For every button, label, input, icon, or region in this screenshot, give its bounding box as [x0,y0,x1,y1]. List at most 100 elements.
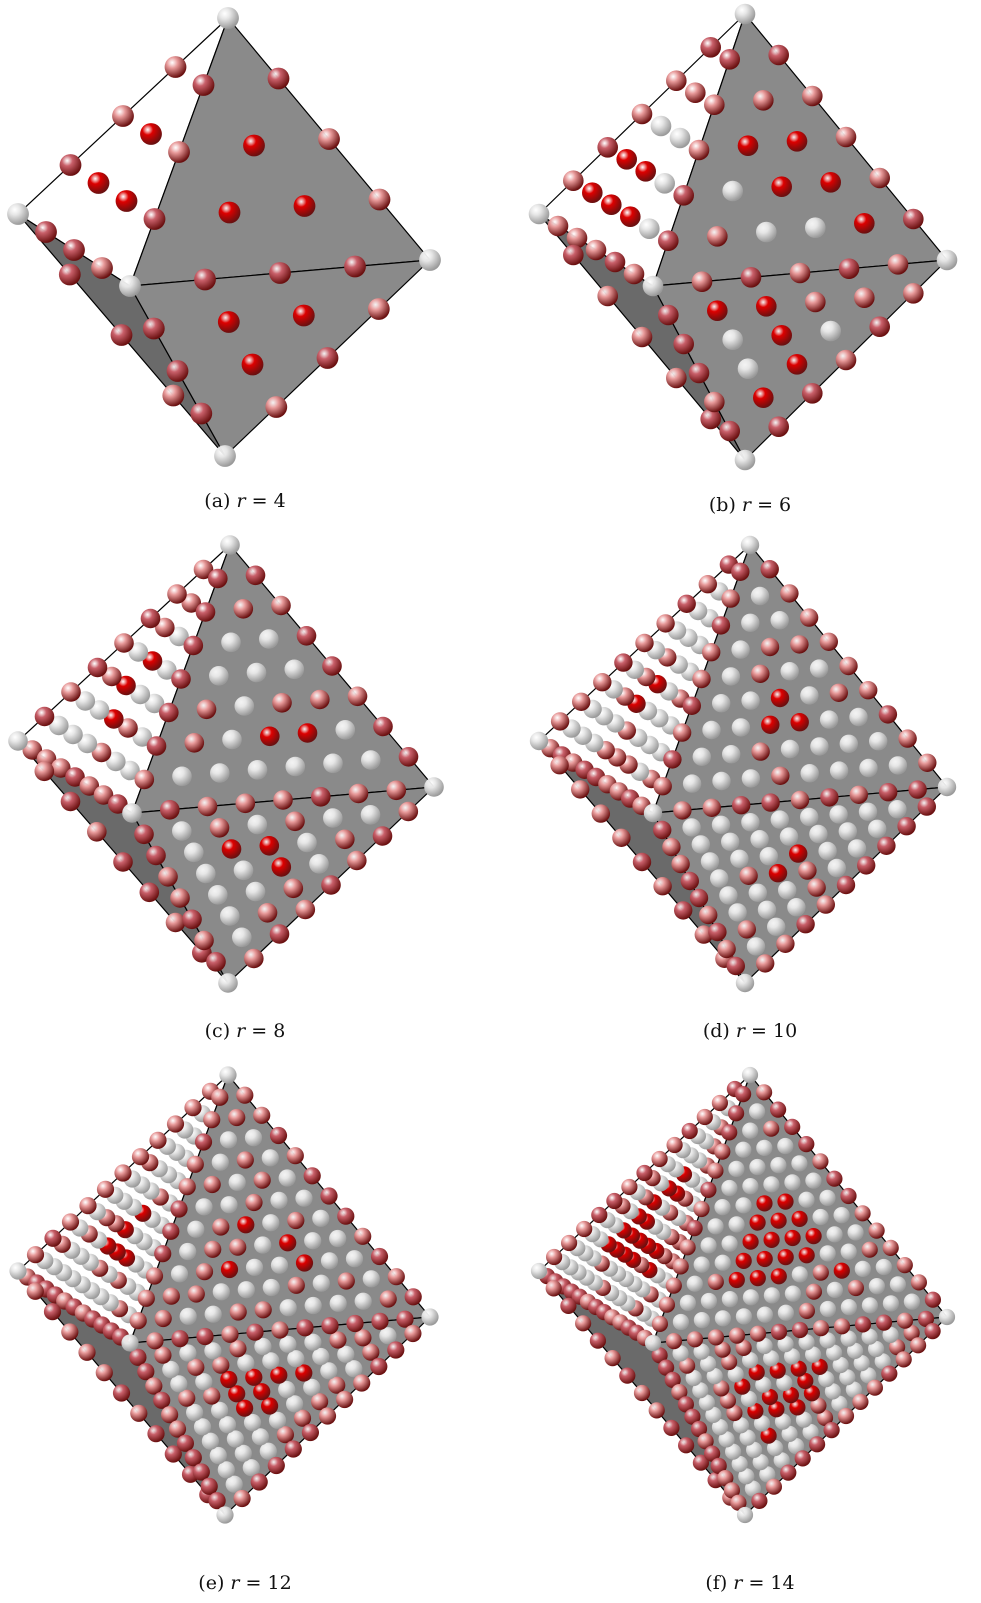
sphere-edge [398,801,419,822]
sphere-edge [619,1367,636,1384]
sphere-upper-left [63,724,83,745]
sphere-upper-right [279,1299,297,1317]
sphere-lower-right [726,1404,743,1422]
sphere-upper-right [335,720,356,740]
sphere-edge [656,614,675,633]
sphere-upper-right [310,689,330,710]
panel-d: (d) r = 10 [505,535,981,1069]
sphere-upper-right [826,1281,843,1298]
octahedron-figure-f [530,1066,956,1524]
sphere-vertex [218,973,238,993]
sphere-edge [710,1457,727,1474]
sphere-upper-right [712,694,731,713]
sphere-edge [206,952,226,972]
caption-c-value: 8 [273,1020,286,1042]
sphere-lower-right [741,813,760,832]
sphere-edge [684,1408,701,1425]
sphere-lower-right [278,1380,296,1399]
sphere-upper-left [635,161,656,182]
sphere-edge [697,1433,714,1450]
sphere-upper-right [756,1306,773,1323]
sphere-edge [139,882,160,903]
sphere-lower-right [840,1330,857,1347]
sphere-edge [589,1332,606,1349]
sphere-edge [849,785,868,804]
caption-f-label: (f) [705,1572,728,1594]
caption-e-var: r [230,1572,240,1594]
sphere-lower-right [805,291,826,313]
sphere-lower-right [757,900,777,919]
sphere-upper-right [187,1220,205,1238]
sphere-vertex [9,1262,27,1280]
sphere-edge [681,1122,698,1140]
sphere-edge [168,1420,187,1438]
sphere-edge [368,188,391,211]
sphere-edge [211,1088,229,1106]
sphere-upper-right [329,1294,347,1312]
sphere-edge [269,262,291,284]
sphere-edge [837,1407,855,1425]
sphere-edge [896,1312,914,1329]
sphere-edge [563,170,584,191]
sphere-edge [35,221,57,243]
sphere-upper-right [714,1254,731,1271]
sphere-upper-left [654,173,675,194]
sphere-lower-right [259,836,280,856]
sphere-lower-right [858,802,878,821]
sphere-lower-right [748,1364,765,1381]
sphere-edge [887,253,909,275]
sphere-edge [614,653,633,672]
sphere-upper-right [849,707,868,727]
sphere-upper-right [777,1193,794,1210]
sphere-edge [79,1197,97,1215]
sphere-lower-right [807,878,826,897]
sphere-lower-right [750,830,769,849]
sphere-lower-right [826,1344,843,1361]
sphere-upper-right [245,1258,264,1276]
sphere-upper-right [270,1191,288,1209]
sphere-upper-right [777,1304,794,1321]
sphere-edge [160,800,180,820]
sphere-edge [176,1434,194,1452]
sphere-lower-right [285,811,305,832]
sphere-edge [866,1379,883,1396]
sphere-lattice [9,1066,439,1524]
sphere-upper-left [77,733,98,754]
sphere-upper-right [786,131,808,152]
sphere-upper-right [728,1216,745,1233]
sphere-lower-right [685,1369,702,1387]
sphere-upper-left [620,206,641,227]
sphere-edge [897,817,916,836]
sphere-edge [159,702,179,723]
sphere-vertex [219,1066,237,1084]
sphere-edge [575,1315,592,1332]
sphere-lower-right [237,1354,255,1372]
sphere-edge [153,1391,171,1409]
sphere-lower-right [247,814,268,835]
sphere-upper-right [861,1241,878,1258]
sphere-upper-left [157,660,177,680]
sphere-edge [693,1200,710,1218]
octahedron-figure-b [528,3,958,471]
sphere-upper-right [728,1271,745,1289]
sphere-vertex [8,731,28,751]
caption-d-var: r [735,1020,745,1042]
sphere-edge [170,888,190,908]
sphere-edge [717,939,736,959]
sphere-upper-left [181,593,202,613]
sphere-upper-right [847,1224,864,1241]
sphere-edge [714,1143,731,1160]
sphere-edge [698,575,717,594]
sphere-lower-right [802,1423,819,1441]
sphere-edge [663,750,682,769]
sphere-edge [719,49,740,70]
sphere-edge [404,1324,422,1343]
sphere-upper-left [49,715,69,736]
sphere-upper-right [763,1176,780,1193]
sphere-lower-right [732,1417,750,1434]
sphere-edge [197,796,218,817]
sphere-edge [130,1404,148,1422]
sphere-lower-right [228,1385,246,1403]
sphere-edge [770,1101,787,1118]
sphere-upper-right [749,1270,766,1287]
